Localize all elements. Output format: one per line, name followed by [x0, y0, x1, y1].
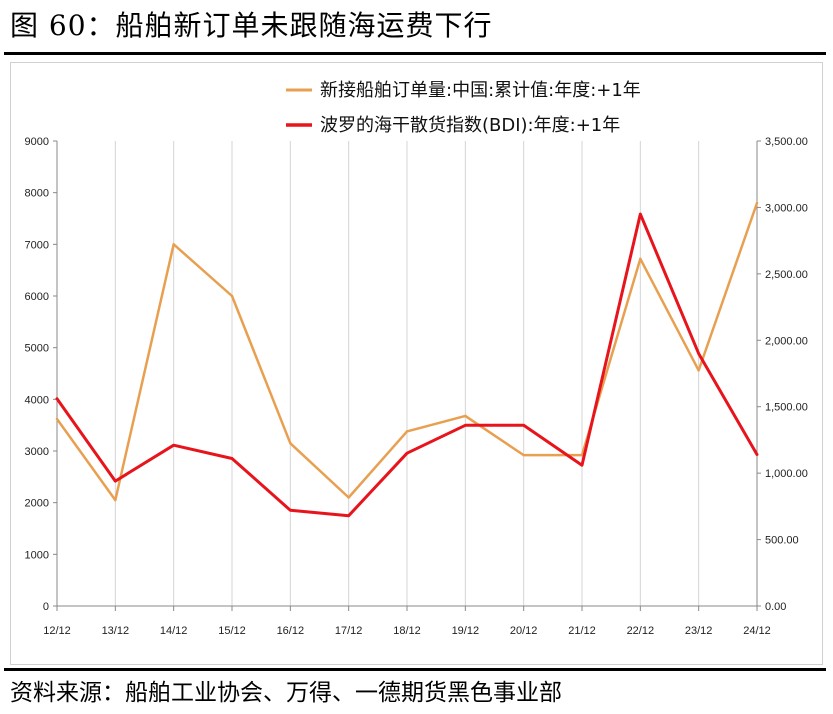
source-rule [4, 668, 826, 671]
series-lines [55, 201, 759, 518]
grid-lines [114, 141, 700, 606]
series-2-point [755, 453, 759, 456]
series-2-point [464, 424, 467, 427]
series-1-point [55, 417, 59, 421]
x-tick-label: 17/12 [335, 625, 363, 637]
y-right-tick-label: 2,500.00 [765, 269, 808, 281]
series-1-point [580, 453, 584, 457]
y-left-tick-label: 8000 [25, 188, 49, 200]
series-1-point [114, 498, 117, 502]
y-left-tick-label: 9000 [25, 136, 49, 148]
chart-frame [10, 62, 823, 665]
y-left-tick-label: 0 [43, 601, 49, 613]
x-tick-label: 16/12 [277, 625, 305, 637]
series-2-point [580, 463, 584, 467]
x-tick-label: 14/12 [160, 625, 188, 637]
axes: 0 1000 2000 3000 4000 5000 6000 7000 8000 9000 0.0… [25, 136, 808, 637]
series-2-point [522, 424, 525, 427]
y-right-tick-label: 2,000.00 [765, 335, 808, 347]
series-2-point [639, 212, 642, 216]
title-rule [4, 52, 826, 55]
y-left-tick-label: 5000 [25, 343, 49, 355]
legend-label-2: 波罗的海干散货指数(BDI):年度:+1年 [320, 115, 620, 136]
series-1-point [697, 369, 700, 372]
series-1-point [522, 453, 525, 457]
y-left-tick-label: 4000 [25, 394, 49, 406]
series-2-point [347, 514, 350, 517]
y-left-tick-label: 6000 [25, 291, 49, 303]
y-left-tick-label: 2000 [25, 498, 49, 510]
x-tick-label: 24/12 [743, 625, 771, 637]
series-1-point [464, 414, 467, 418]
series-2-point [230, 457, 234, 460]
series-1-point [347, 496, 350, 499]
legend-label-1: 新接船舶订单量:中国:累计值:年度:+1年 [320, 80, 641, 101]
series-1-point [289, 442, 292, 445]
x-tick-label: 22/12 [627, 625, 655, 637]
x-tick-label: 18/12 [393, 625, 421, 637]
series-2-point [289, 509, 292, 512]
y-right-tick-label: 0.00 [765, 601, 786, 613]
y-left-tick-label: 1000 [25, 549, 49, 561]
series-1-point [172, 243, 175, 246]
series-2-point [114, 479, 117, 483]
legend: 新接船舶订单量:中国:累计值:年度:+1年波罗的海干散货指数(BDI):年度:+… [286, 80, 641, 136]
y-right-tick-label: 500.00 [765, 535, 799, 547]
y-right-tick-label: 3,500.00 [765, 136, 808, 148]
series-1-point [639, 257, 642, 260]
series-2-point [55, 397, 59, 400]
y-right-tick-label: 3,000.00 [765, 202, 808, 214]
y-right-tick-label: 1,000.00 [765, 468, 808, 480]
x-tick-label: 15/12 [218, 625, 246, 637]
x-tick-label: 19/12 [452, 625, 480, 637]
series-2-point [172, 444, 175, 447]
figure-title: 图 60：船舶新订单未跟随海运费下行 [10, 9, 493, 42]
x-tick-label: 23/12 [685, 625, 713, 637]
x-tick-label: 13/12 [102, 625, 130, 637]
series-1-point [405, 430, 409, 433]
source-note: 资料来源：船舶工业协会、万得、一德期货黑色事业部 [10, 680, 562, 706]
y-right-tick-label: 1,500.00 [765, 402, 808, 414]
series-2-point [697, 352, 700, 355]
series-1-point [230, 294, 234, 298]
x-tick-label: 21/12 [568, 625, 596, 637]
y-left-tick-label: 3000 [25, 446, 49, 458]
series-2-point [405, 452, 409, 455]
x-tick-label: 12/12 [43, 625, 71, 637]
x-tick-label: 20/12 [510, 625, 538, 637]
y-left-tick-label: 7000 [25, 239, 49, 251]
series-1-point [755, 201, 759, 205]
